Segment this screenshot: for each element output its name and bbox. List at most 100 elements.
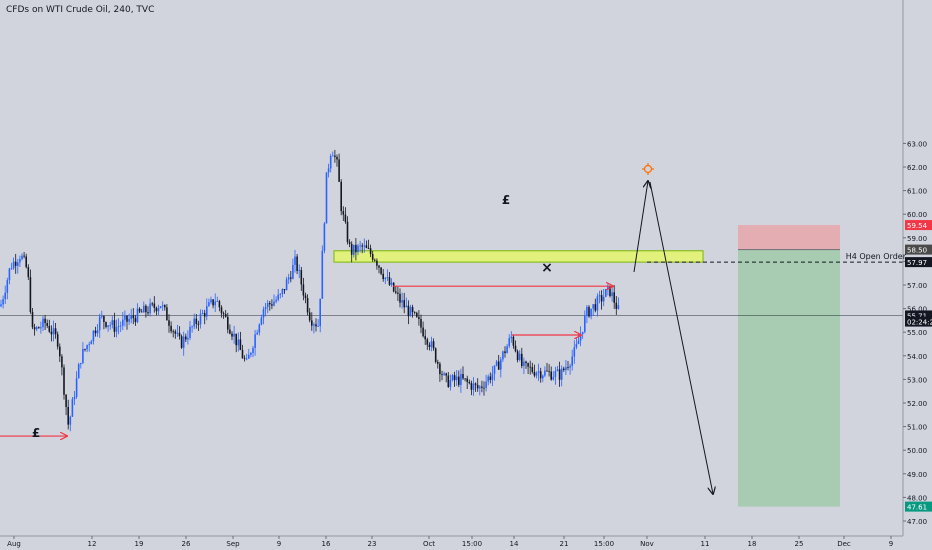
candle-body xyxy=(159,306,162,309)
candle-body xyxy=(69,416,72,425)
candle xyxy=(371,251,374,262)
candle-body xyxy=(208,302,210,307)
candle-body xyxy=(537,371,540,373)
stop-loss-zone xyxy=(738,225,840,250)
candle-body xyxy=(124,315,126,320)
candle-body xyxy=(52,328,55,335)
candle-body xyxy=(600,295,603,302)
candle-body xyxy=(342,211,345,215)
candle-body xyxy=(14,261,17,266)
candle-body xyxy=(23,255,25,257)
projection-arrow-up xyxy=(633,181,648,273)
candle xyxy=(613,285,615,309)
price-badge: 58.50 xyxy=(905,244,932,255)
candle-body xyxy=(544,370,546,376)
candle xyxy=(94,326,97,337)
candle xyxy=(605,288,607,298)
candle-body xyxy=(371,254,374,260)
candle-body xyxy=(592,304,594,309)
candle-body xyxy=(609,285,611,297)
candle xyxy=(298,264,300,279)
candle xyxy=(227,312,229,334)
candle-body xyxy=(443,373,445,375)
candle xyxy=(510,331,513,343)
candle-body xyxy=(357,245,359,253)
candle xyxy=(525,360,527,369)
candle xyxy=(579,326,582,347)
price-badge-bg xyxy=(905,310,932,321)
candle xyxy=(35,326,38,332)
candle-body xyxy=(199,313,202,325)
candle xyxy=(556,365,559,372)
candle xyxy=(485,374,487,392)
candle xyxy=(235,333,237,353)
candle xyxy=(174,329,177,339)
candle xyxy=(50,325,53,342)
candle-body xyxy=(248,354,250,359)
candle-body xyxy=(136,308,139,323)
price-badge-text: 58.50 xyxy=(907,247,927,255)
candle xyxy=(31,307,34,330)
candle-body xyxy=(319,298,321,327)
candle-body xyxy=(25,256,27,268)
candle xyxy=(353,244,355,258)
candle xyxy=(52,320,55,342)
candle-body xyxy=(365,245,368,248)
candle-body xyxy=(615,302,618,309)
candle-body xyxy=(164,305,166,308)
candle xyxy=(178,326,181,340)
projection-arrow-down xyxy=(649,181,713,494)
candle xyxy=(584,310,586,334)
candle-body xyxy=(325,172,328,224)
candle xyxy=(275,296,277,304)
price-axis-label: 62.00 xyxy=(907,164,927,172)
candle-body xyxy=(369,248,372,255)
candle xyxy=(332,151,334,157)
candle-body xyxy=(548,371,550,372)
candle-body xyxy=(300,270,303,285)
candle xyxy=(245,353,248,361)
candle xyxy=(548,364,550,377)
candle-body xyxy=(176,332,179,334)
candle xyxy=(75,371,78,399)
candle xyxy=(138,307,141,314)
candle-body xyxy=(71,399,74,417)
candle xyxy=(434,347,437,364)
candle-body xyxy=(119,325,122,327)
candle-body xyxy=(411,307,414,313)
candle xyxy=(441,370,443,381)
candle xyxy=(617,297,620,310)
price-axis-label: 60.00 xyxy=(907,211,927,219)
candle xyxy=(214,293,216,313)
time-axis-label: 19 xyxy=(135,540,144,548)
price-axis-label: 59.00 xyxy=(907,235,927,243)
candle xyxy=(615,296,618,315)
candle xyxy=(231,331,233,341)
candle xyxy=(115,319,118,338)
price-badge-text: 47.61 xyxy=(907,504,927,512)
candle xyxy=(277,288,279,302)
time-axis-label: Aug xyxy=(7,540,21,548)
candle xyxy=(168,314,170,333)
candle xyxy=(273,294,275,307)
candle xyxy=(563,366,565,372)
candle xyxy=(29,269,32,314)
candle xyxy=(600,290,603,310)
candle xyxy=(487,374,489,386)
candle-body xyxy=(388,277,391,285)
candle-body xyxy=(82,349,84,363)
candle-body xyxy=(510,336,513,339)
candle xyxy=(514,340,517,353)
candle xyxy=(443,371,445,377)
candle xyxy=(560,365,563,387)
candle-body xyxy=(590,308,592,317)
candle-body xyxy=(413,312,416,313)
candle-body xyxy=(491,373,494,380)
candle-body xyxy=(447,375,450,387)
take-profit-zone xyxy=(738,249,840,507)
entry-target-ring xyxy=(643,164,653,174)
candle xyxy=(447,372,450,388)
candle-body xyxy=(96,330,99,334)
candle-body xyxy=(56,334,59,347)
